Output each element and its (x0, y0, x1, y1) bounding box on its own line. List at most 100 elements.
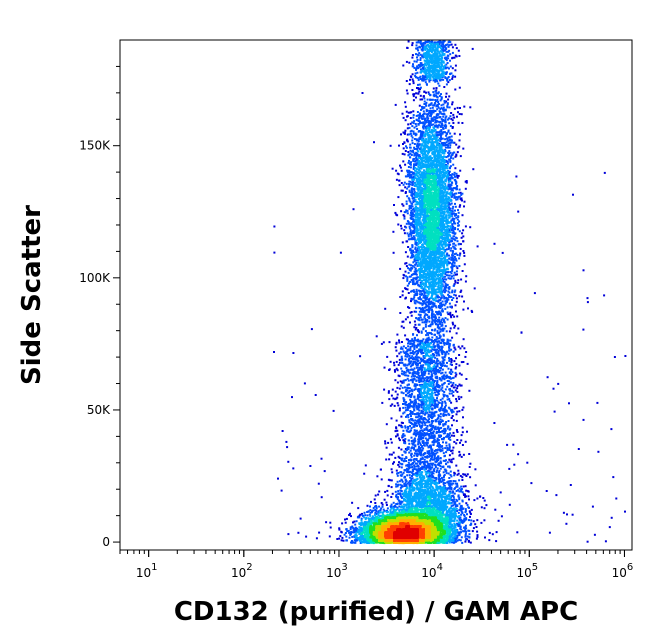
data-point (416, 420, 419, 423)
data-point (448, 79, 451, 82)
data-point (450, 411, 453, 414)
data-point (603, 294, 606, 297)
data-point (506, 443, 509, 446)
data-point (404, 129, 407, 132)
data-point (406, 171, 409, 173)
data-point (447, 244, 450, 247)
data-point (391, 167, 394, 170)
data-point (441, 285, 444, 288)
data-point (447, 277, 450, 280)
data-point (473, 287, 476, 290)
data-point (425, 119, 428, 122)
data-point (414, 462, 417, 465)
data-point (419, 271, 421, 274)
data-point (411, 482, 414, 485)
data-point (419, 362, 421, 364)
data-point (439, 116, 442, 118)
data-point (444, 375, 447, 378)
data-point (450, 219, 453, 222)
data-point (456, 115, 458, 118)
data-point (433, 302, 436, 305)
data-point (439, 457, 442, 459)
data-point (391, 388, 394, 391)
data-point (410, 427, 413, 430)
data-point (440, 107, 443, 110)
data-point (459, 191, 462, 194)
data-point (406, 127, 409, 130)
data-point (435, 428, 438, 431)
data-point (375, 335, 378, 338)
data-point (392, 462, 394, 465)
data-point (413, 296, 416, 299)
data-point (408, 268, 411, 271)
data-point (458, 509, 461, 511)
data-point (457, 174, 460, 177)
data-point (430, 110, 433, 112)
data-point (415, 253, 418, 256)
data-point (419, 278, 422, 281)
data-point (416, 358, 419, 361)
data-point (404, 270, 407, 273)
data-point (390, 468, 393, 471)
data-point (428, 111, 431, 114)
data-point (410, 207, 413, 210)
data-point (448, 413, 451, 416)
data-point (403, 141, 406, 144)
data-point (451, 268, 454, 271)
data-point (427, 104, 430, 107)
data-point (416, 397, 419, 400)
data-point (414, 74, 417, 77)
data-point (431, 434, 434, 437)
data-point (445, 132, 448, 135)
data-point (402, 160, 405, 163)
data-point (440, 289, 443, 292)
data-point (438, 401, 441, 404)
data-point (455, 507, 458, 510)
data-point (411, 56, 414, 59)
data-point (437, 106, 440, 109)
data-point (429, 466, 431, 469)
data-point (463, 473, 466, 476)
data-point (415, 278, 418, 281)
data-point (421, 310, 424, 313)
data-point (450, 358, 453, 360)
data-point (455, 270, 458, 273)
data-point (434, 99, 437, 101)
data-point (410, 222, 413, 225)
data-point (441, 148, 444, 151)
data-point (406, 447, 409, 450)
data-point (436, 330, 439, 333)
data-point (419, 429, 422, 432)
data-point (436, 332, 439, 335)
data-point (440, 96, 443, 99)
data-point (344, 521, 347, 524)
data-point (475, 537, 478, 540)
data-point (441, 389, 444, 392)
data-point (414, 272, 417, 274)
data-point (404, 150, 407, 152)
data-point (449, 470, 452, 473)
data-point (400, 189, 403, 192)
data-point (459, 441, 461, 444)
data-point (426, 425, 429, 427)
data-point (425, 421, 428, 424)
data-point (457, 525, 460, 528)
data-point (442, 303, 445, 306)
data-point (433, 399, 436, 402)
data-point (446, 102, 449, 105)
data-point (431, 471, 434, 474)
data-point (386, 489, 389, 492)
data-point (434, 296, 437, 299)
data-point (442, 68, 445, 71)
data-point (428, 452, 431, 455)
data-point (451, 76, 454, 78)
data-point (417, 373, 420, 376)
data-point (444, 77, 447, 80)
data-point (426, 358, 429, 361)
data-point (448, 344, 451, 347)
data-point (448, 399, 451, 402)
data-point (421, 303, 424, 306)
data-point (451, 265, 454, 268)
data-point (402, 379, 405, 382)
